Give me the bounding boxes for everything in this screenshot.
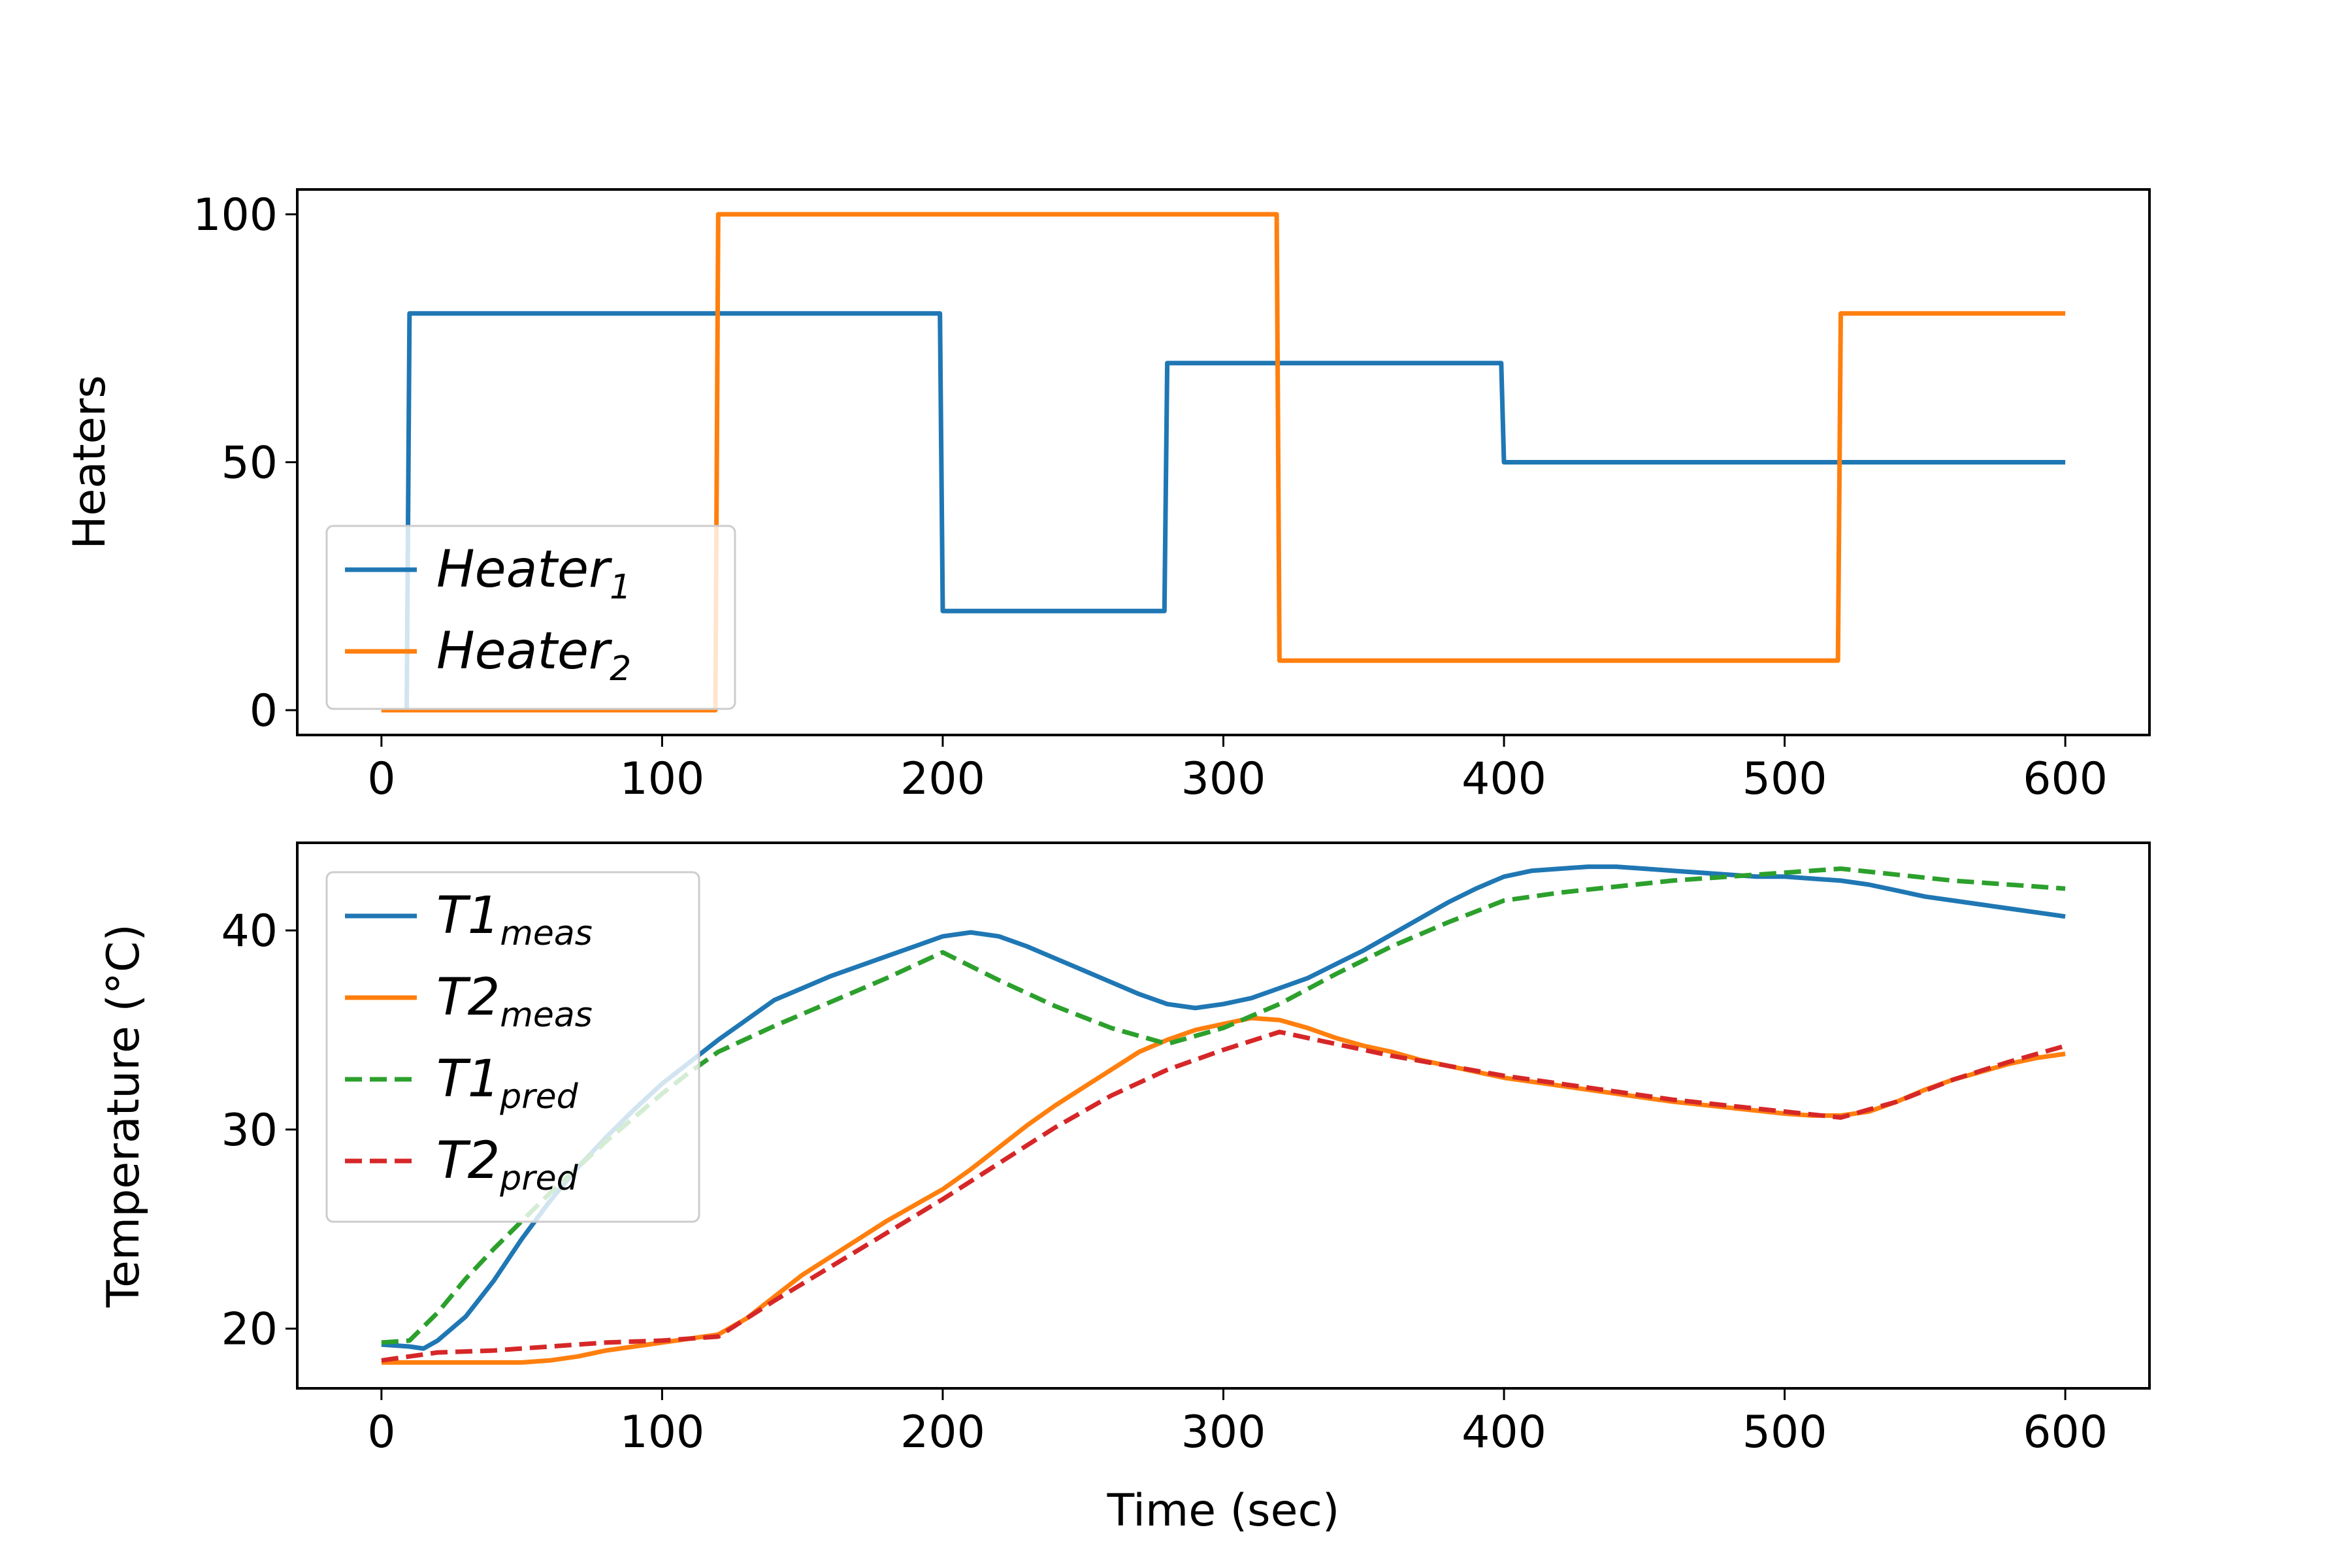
legend-label: T2meas (436, 968, 593, 1035)
y-tick-label: 40 (221, 906, 278, 957)
x-tick-label: 100 (620, 1407, 705, 1458)
x-tick-label: 0 (367, 753, 395, 805)
x-tick-label: 200 (900, 1407, 985, 1458)
x-axis-label: Time (sec) (1107, 1485, 1340, 1537)
legend-box (325, 871, 700, 1223)
y-tick-label: 100 (193, 189, 278, 241)
temperature-panel: 0 100 200 300 400 500 600 20 30 40 Temperature (°C… (98, 841, 2151, 1537)
legend-label: Heater2 (436, 622, 631, 689)
heaters-panel: 0 100 200 300 400 500 600 0 50 100 Heaters Heater1 H… (64, 188, 2151, 805)
x-tick-label: 500 (1742, 1407, 1827, 1458)
x-tick-label: 600 (2023, 753, 2108, 805)
y-tick-label: 50 (221, 438, 278, 489)
y-axis-label: Temperature (°C) (98, 924, 150, 1308)
y-axis-label: Heaters (64, 375, 116, 549)
x-tick-label: 300 (1181, 753, 1266, 805)
series-line-t2pred (381, 1030, 2066, 1363)
series-line-heater1 (381, 311, 2066, 713)
legend-label: Heater1 (436, 540, 631, 607)
legend-box (325, 525, 736, 710)
legend-label: T1pred (436, 1050, 579, 1117)
x-tick-label: 400 (1462, 1407, 1546, 1458)
x-tick-label: 100 (620, 753, 705, 805)
series-line-t2meas (381, 1015, 2066, 1365)
legend-label: T1meas (436, 887, 593, 953)
y-tick-label: 0 (250, 685, 278, 737)
x-tick-label: 400 (1462, 753, 1546, 805)
y-tick-label: 30 (221, 1105, 278, 1156)
x-tick-label: 600 (2023, 1407, 2108, 1458)
y-tick-label: 20 (221, 1304, 278, 1356)
x-tick-label: 0 (367, 1407, 395, 1458)
x-tick-label: 500 (1742, 753, 1827, 805)
x-tick-label: 300 (1181, 1407, 1266, 1458)
x-tick-label: 200 (900, 753, 985, 805)
legend-label: T2pred (436, 1132, 579, 1198)
